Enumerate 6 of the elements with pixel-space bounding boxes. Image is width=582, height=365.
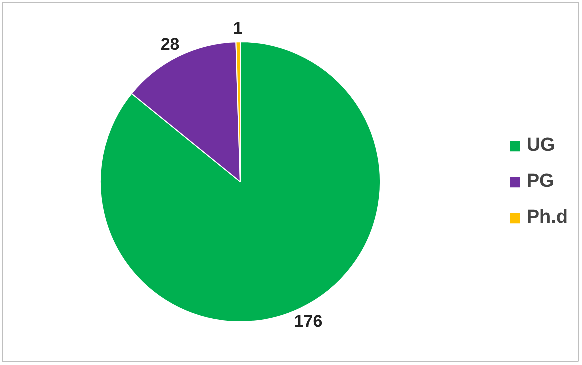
- data-label: 1: [233, 19, 243, 38]
- data-label: 28: [160, 34, 180, 54]
- data-label: 176: [294, 312, 323, 332]
- legend-label: UG: [526, 134, 556, 156]
- legend-label: PG: [526, 170, 554, 192]
- legend-label: Ph.d: [526, 206, 568, 228]
